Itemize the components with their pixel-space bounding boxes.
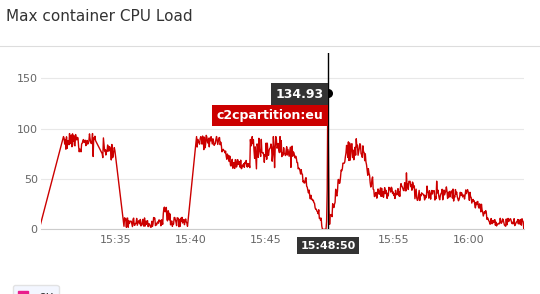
Text: Max container CPU Load: Max container CPU Load <box>6 9 193 24</box>
Text: 134.93: 134.93 <box>275 88 323 101</box>
Point <box>324 91 333 96</box>
Text: 15:48:50: 15:48:50 <box>300 241 356 251</box>
Legend: eu: eu <box>13 285 58 294</box>
Text: c2cpartition:eu: c2cpartition:eu <box>217 109 323 122</box>
